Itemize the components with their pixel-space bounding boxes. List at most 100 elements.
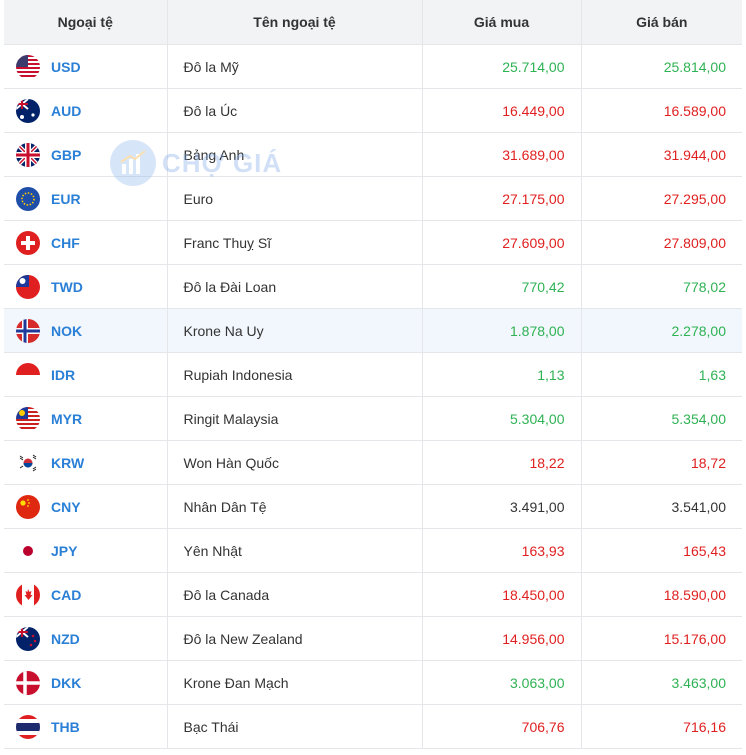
table-row: DKK Krone Đan Mạch 3.063,00 3.463,00	[4, 660, 742, 705]
table-row: THB Bạc Thái 706,76 716,16	[4, 704, 742, 749]
table-row: NOK Krone Na Uy 1.878,00 2.278,00	[4, 308, 742, 353]
currency-name-cell: Euro	[167, 176, 423, 221]
table-row: EUR Euro 27.175,00 27.295,00	[4, 176, 742, 221]
currency-code-cell: NOK	[4, 308, 168, 353]
ch-flag-icon	[16, 230, 40, 255]
table-header: Ngoại tệ Tên ngoại tệ Giá mua Giá bán	[4, 0, 742, 45]
sell-price-cell: 25.814,00	[581, 44, 742, 89]
table-row: CAD Đô la Canada 18.450,00 18.590,00	[4, 572, 742, 617]
header-sell: Giá bán	[581, 0, 742, 45]
currency-code-cell: NZD	[4, 616, 168, 661]
sell-price-cell: 31.944,00	[581, 132, 742, 177]
currency-name-cell: Ringit Malaysia	[167, 396, 423, 441]
currency-code-link[interactable]: IDR	[51, 366, 76, 383]
currency-code-link[interactable]: KRW	[51, 454, 85, 471]
currency-code-link[interactable]: TWD	[51, 278, 83, 295]
currency-code-link[interactable]: NZD	[51, 630, 80, 647]
currency-code-link[interactable]: CNY	[51, 498, 81, 515]
table-row: CNY Nhân Dân Tệ 3.491,00 3.541,00	[4, 484, 742, 529]
currency-code-cell: JPY	[4, 528, 168, 573]
sell-price-cell: 27.295,00	[581, 176, 742, 221]
currency-code-cell: DKK	[4, 660, 168, 705]
currency-code-link[interactable]: JPY	[51, 542, 78, 559]
currency-code-link[interactable]: DKK	[51, 674, 82, 691]
cn-flag-icon	[16, 494, 40, 519]
tw-flag-icon	[16, 274, 40, 299]
buy-price-cell: 27.609,00	[422, 220, 582, 265]
au-flag-icon	[16, 98, 40, 123]
buy-price-cell: 3.063,00	[422, 660, 582, 705]
currency-code-cell: CAD	[4, 572, 168, 617]
jp-flag-icon	[16, 538, 40, 563]
currency-code-link[interactable]: EUR	[51, 190, 81, 207]
currency-code-cell: EUR	[4, 176, 168, 221]
buy-price-cell: 27.175,00	[422, 176, 582, 221]
table-row: IDR Rupiah Indonesia 1,13 1,63	[4, 352, 742, 397]
sell-price-cell: 27.809,00	[581, 220, 742, 265]
table-row: CHF Franc Thuỵ Sĩ 27.609,00 27.809,00	[4, 220, 742, 265]
sell-price-cell: 18,72	[581, 440, 742, 485]
currency-code-link[interactable]: AUD	[51, 102, 82, 119]
currency-code-cell: USD	[4, 44, 168, 89]
currency-name-cell: Bạc Thái	[167, 704, 423, 749]
buy-price-cell: 706,76	[422, 704, 582, 749]
currency-name-cell: Đô la Mỹ	[167, 44, 423, 89]
table-row: NZD Đô la New Zealand 14.956,00 15.176,00	[4, 616, 742, 661]
currency-code-cell: GBP	[4, 132, 168, 177]
table-row: AUD Đô la Úc 16.449,00 16.589,00	[4, 88, 742, 133]
header-code: Ngoại tệ	[4, 0, 168, 45]
currency-code-cell: KRW	[4, 440, 168, 485]
currency-name-cell: Yên Nhật	[167, 528, 423, 573]
currency-code-link[interactable]: NOK	[51, 322, 83, 339]
buy-price-cell: 16.449,00	[422, 88, 582, 133]
table-row: GBP Bảng Anh 31.689,00 31.944,00	[4, 132, 742, 177]
buy-price-cell: 18,22	[422, 440, 582, 485]
currency-code-cell: CHF	[4, 220, 168, 265]
table-row: KRW Won Hàn Quốc 18,22 18,72	[4, 440, 742, 485]
currency-code-cell: THB	[4, 704, 168, 749]
exchange-rate-table: Ngoại tệ Tên ngoại tệ Giá mua Giá bán US…	[4, 0, 742, 749]
currency-code-link[interactable]: CHF	[51, 234, 80, 251]
table-body: USD Đô la Mỹ 25.714,00 25.814,00 AUD Đô la Úc…	[4, 44, 742, 749]
dk-flag-icon	[16, 670, 40, 695]
currency-name-cell: Đô la Úc	[167, 88, 423, 133]
sell-price-cell: 716,16	[581, 704, 742, 749]
currency-code-link[interactable]: GBP	[51, 146, 82, 163]
my-flag-icon	[16, 406, 40, 431]
sell-price-cell: 3.541,00	[581, 484, 742, 529]
buy-price-cell: 5.304,00	[422, 396, 582, 441]
buy-price-cell: 25.714,00	[422, 44, 582, 89]
ca-flag-icon	[16, 582, 40, 607]
table-row: JPY Yên Nhật 163,93 165,43	[4, 528, 742, 573]
currency-code-cell: TWD	[4, 264, 168, 309]
currency-code-link[interactable]: USD	[51, 58, 81, 75]
buy-price-cell: 14.956,00	[422, 616, 582, 661]
buy-price-cell: 31.689,00	[422, 132, 582, 177]
currency-code-cell: AUD	[4, 88, 168, 133]
buy-price-cell: 770,42	[422, 264, 582, 309]
currency-name-cell: Franc Thuỵ Sĩ	[167, 220, 423, 265]
currency-code-link[interactable]: CAD	[51, 586, 82, 603]
no-flag-icon	[16, 318, 40, 343]
buy-price-cell: 163,93	[422, 528, 582, 573]
buy-price-cell: 18.450,00	[422, 572, 582, 617]
sell-price-cell: 2.278,00	[581, 308, 742, 353]
table-row: USD Đô la Mỹ 25.714,00 25.814,00	[4, 44, 742, 89]
sell-price-cell: 16.589,00	[581, 88, 742, 133]
header-name: Tên ngoại tệ	[167, 0, 423, 45]
currency-name-cell: Đô la New Zealand	[167, 616, 423, 661]
th-flag-icon	[16, 714, 40, 739]
currency-name-cell: Rupiah Indonesia	[167, 352, 423, 397]
buy-price-cell: 1,13	[422, 352, 582, 397]
sell-price-cell: 1,63	[581, 352, 742, 397]
us-flag-icon	[16, 54, 40, 79]
currency-code-link[interactable]: MYR	[51, 410, 83, 427]
nz-flag-icon	[16, 626, 40, 651]
currency-code-link[interactable]: THB	[51, 718, 80, 735]
currency-code-cell: MYR	[4, 396, 168, 441]
currency-code-cell: CNY	[4, 484, 168, 529]
sell-price-cell: 18.590,00	[581, 572, 742, 617]
buy-price-cell: 1.878,00	[422, 308, 582, 353]
sell-price-cell: 5.354,00	[581, 396, 742, 441]
currency-name-cell: Đô la Canada	[167, 572, 423, 617]
